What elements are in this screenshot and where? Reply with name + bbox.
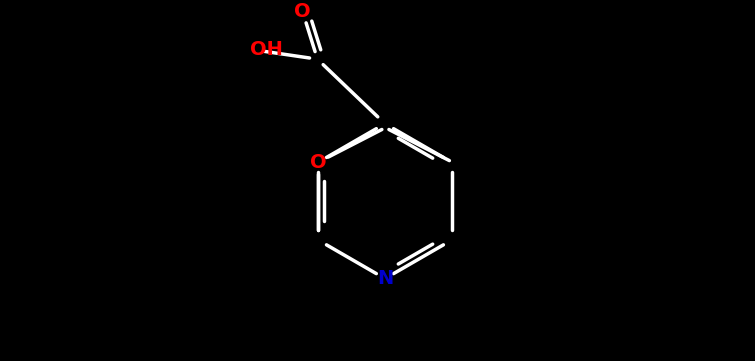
Text: O: O xyxy=(294,2,311,21)
Text: N: N xyxy=(377,269,393,288)
Text: OH: OH xyxy=(250,40,283,59)
Text: O: O xyxy=(310,153,326,172)
